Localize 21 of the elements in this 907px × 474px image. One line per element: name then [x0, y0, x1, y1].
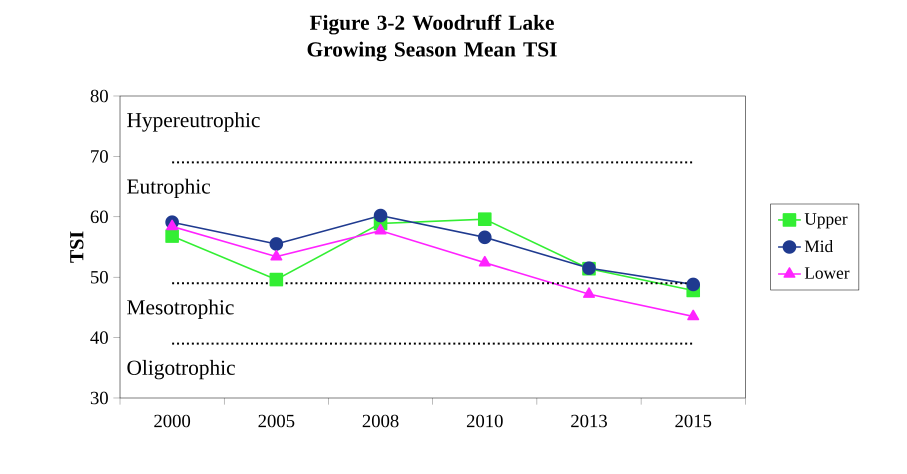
y-tick-label: 40: [90, 331, 108, 344]
x-tick-label: 2013: [571, 414, 607, 428]
x-tick-label: 2005: [258, 414, 294, 428]
annotation: Eutrophic: [127, 178, 210, 198]
x-tick-label: 2000: [154, 414, 190, 428]
y-axis-title: TSI: [70, 232, 84, 263]
annotation: Mesotrophic: [127, 299, 234, 319]
y-tick-label: 70: [91, 150, 108, 163]
legend-label: Mid: [804, 240, 833, 252]
legend-label: Lower: [804, 267, 850, 279]
x-tick-label: 2010: [466, 414, 503, 428]
annotation: Hypereutrophic: [127, 112, 260, 132]
y-tick-label: 50: [91, 270, 108, 284]
y-tick-label: 60: [90, 210, 108, 224]
y-tick-label: 80: [90, 90, 108, 102]
x-tick-label: 2008: [362, 414, 399, 428]
chart-title: Figure 3-2 Woodruff Lake Growing Season Mean TSI: [308, 14, 557, 62]
legend-label: Upper: [804, 213, 848, 228]
x-tick-label: 2015: [675, 414, 712, 428]
y-tick-label: 30: [90, 392, 108, 404]
annotation: Oligotrophic: [127, 360, 235, 380]
